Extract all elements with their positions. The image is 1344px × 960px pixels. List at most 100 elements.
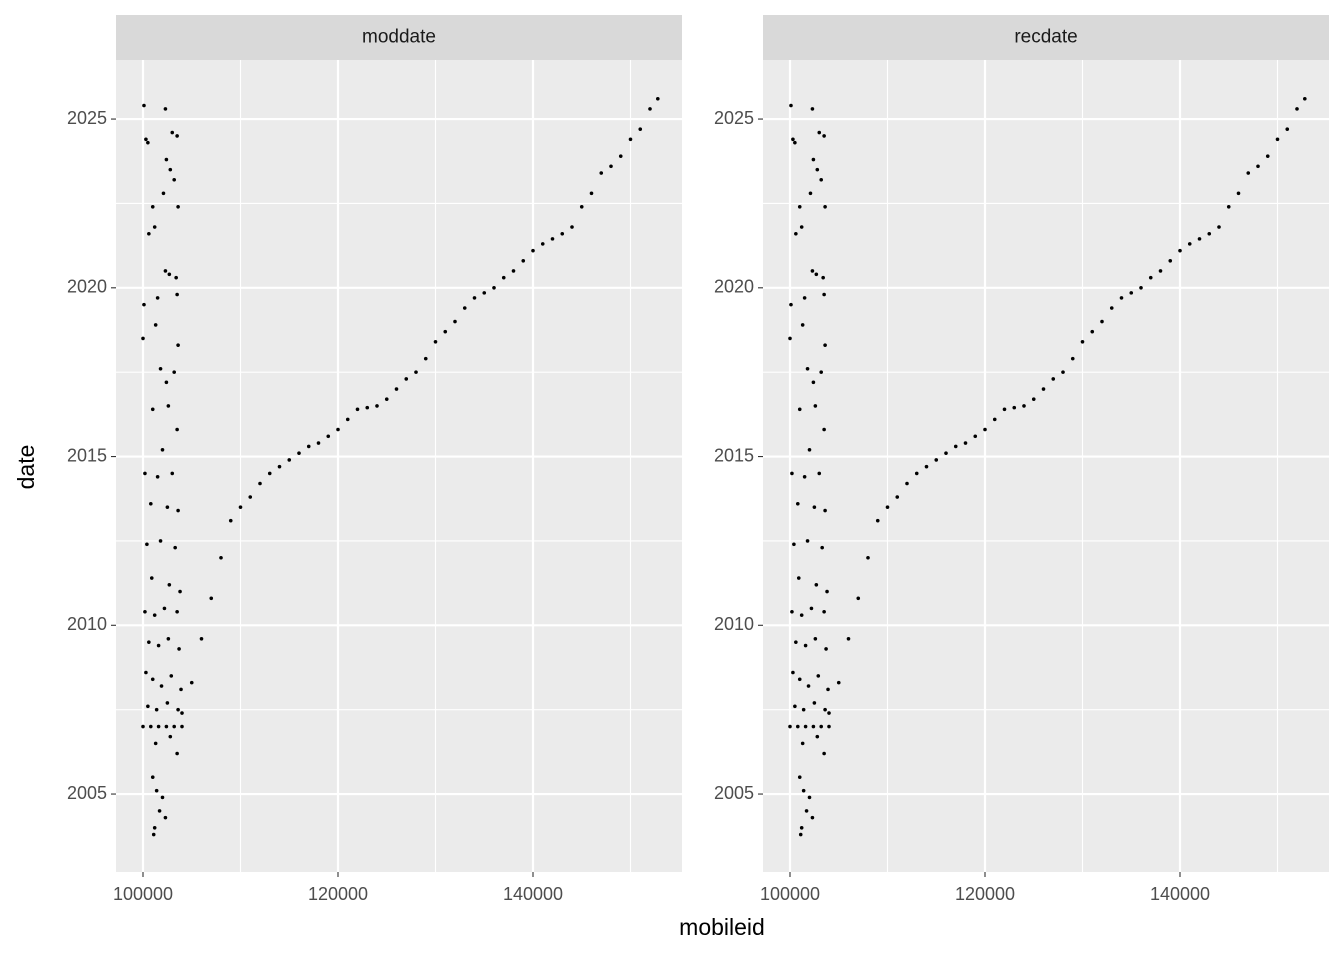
point [810, 107, 815, 111]
point [823, 508, 827, 513]
point [174, 275, 178, 280]
point [822, 427, 826, 432]
point [345, 417, 350, 422]
point [973, 434, 978, 439]
point [189, 680, 194, 685]
point [175, 427, 179, 432]
point [159, 684, 164, 688]
point [155, 474, 160, 479]
point [165, 505, 170, 509]
y-tick-label: 2020 [714, 277, 754, 297]
point [819, 724, 823, 729]
x-tick-label: 140000 [1150, 884, 1210, 904]
point [1285, 127, 1290, 131]
point [146, 704, 150, 709]
point [905, 481, 909, 486]
point [1226, 205, 1231, 209]
point [511, 269, 516, 273]
point [144, 670, 148, 675]
point [142, 103, 146, 108]
point [228, 518, 233, 523]
point [160, 795, 165, 800]
point [1265, 154, 1270, 158]
point [823, 205, 827, 209]
y-tick-label: 2005 [714, 783, 754, 803]
point [1178, 248, 1182, 253]
point [813, 636, 818, 641]
point [164, 724, 169, 729]
point [836, 680, 841, 685]
point [153, 323, 158, 327]
point [162, 606, 167, 611]
point [164, 380, 169, 385]
point [812, 505, 817, 509]
point [176, 343, 180, 347]
point [176, 205, 180, 209]
point [570, 225, 574, 229]
point [375, 404, 379, 408]
point [953, 444, 958, 449]
point [148, 501, 153, 506]
point [1031, 397, 1036, 401]
x-tick-label: 120000 [308, 884, 368, 904]
point [992, 417, 997, 422]
facet-title: recdate [1014, 27, 1077, 48]
point [638, 127, 643, 131]
point [151, 832, 156, 837]
point [209, 596, 214, 601]
point [811, 157, 816, 162]
point [166, 404, 171, 408]
point [248, 495, 253, 499]
point [797, 677, 802, 682]
point [258, 481, 262, 486]
y-tick-label: 2025 [714, 108, 754, 128]
x-tick-label: 120000 [955, 884, 1015, 904]
point [813, 404, 818, 408]
point [983, 427, 987, 432]
point [799, 825, 804, 830]
point [166, 636, 171, 641]
point [808, 191, 813, 196]
point [150, 775, 155, 779]
point [155, 296, 160, 300]
point [150, 677, 155, 682]
point [168, 167, 173, 172]
point [147, 232, 151, 236]
point [1303, 97, 1307, 101]
point [800, 323, 805, 327]
point [154, 788, 159, 793]
point [1168, 259, 1173, 263]
panel [763, 60, 1329, 872]
point [521, 259, 526, 263]
point [846, 636, 851, 641]
point [163, 815, 168, 820]
point [384, 397, 389, 401]
point [795, 724, 800, 729]
point [492, 286, 496, 290]
point [238, 505, 243, 509]
point [472, 296, 477, 300]
y-tick-label: 2015 [67, 445, 107, 465]
point [199, 636, 204, 641]
point [175, 751, 179, 756]
point [656, 97, 660, 101]
point [790, 609, 794, 614]
point [799, 225, 804, 229]
point [1158, 269, 1163, 273]
point [169, 674, 174, 678]
point [791, 137, 795, 142]
point [804, 809, 809, 813]
point [815, 167, 820, 172]
point [141, 336, 145, 341]
point [404, 377, 409, 381]
point [1148, 275, 1153, 280]
point [821, 275, 825, 280]
point [443, 329, 448, 334]
point [789, 103, 793, 108]
point [1129, 291, 1134, 295]
point [805, 367, 810, 371]
point [143, 471, 147, 476]
point [287, 458, 292, 462]
point [827, 724, 831, 729]
strip [763, 15, 1329, 60]
